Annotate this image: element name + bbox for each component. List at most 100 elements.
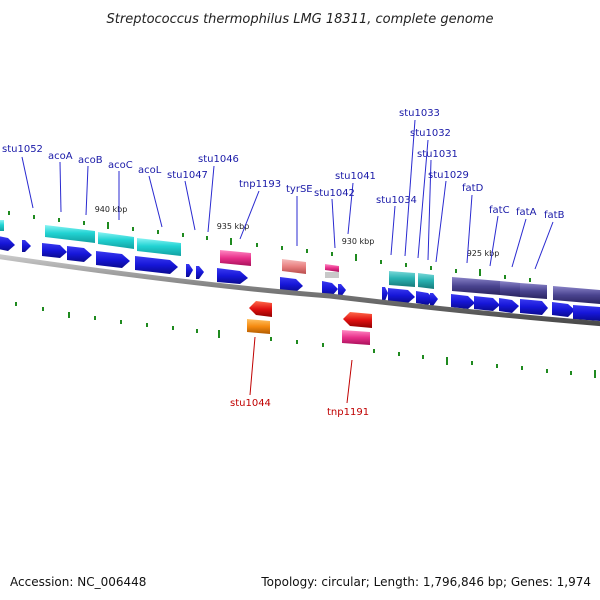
connector-line (404, 119, 416, 257)
gene-label[interactable]: stu1052 (2, 144, 43, 155)
tick-mark (120, 320, 122, 324)
cds-arrow[interactable] (499, 298, 519, 313)
feature-block-fatB[interactable] (553, 286, 600, 304)
cds-arrow[interactable] (520, 299, 548, 315)
connector-line (511, 218, 527, 268)
gene-label[interactable]: stu1033 (399, 108, 440, 119)
feature-block-stu1042[interactable] (325, 264, 339, 272)
tick-mark (471, 361, 473, 365)
cds-arrow[interactable] (451, 294, 475, 309)
feature-block-stu1052[interactable] (0, 220, 4, 231)
cds-arrow[interactable] (42, 243, 67, 258)
feature-block-tnp1193[interactable] (220, 250, 251, 266)
connector-line (435, 180, 447, 263)
tick-mark (8, 211, 10, 215)
gene-label[interactable]: stu1046 (198, 154, 239, 165)
cds-arrow[interactable] (96, 251, 130, 268)
scale-label: 935 kbp (217, 222, 250, 231)
tick-mark (68, 312, 70, 318)
connector-line (466, 194, 473, 264)
gene-label[interactable]: fatB (544, 210, 565, 221)
feature-block-fatC[interactable] (500, 281, 520, 297)
cds-arrow[interactable] (217, 268, 248, 284)
gene-label[interactable]: fatA (516, 207, 537, 218)
gene-label[interactable]: tnp1193 (239, 179, 281, 190)
cds-arrow[interactable] (67, 246, 92, 262)
tick-mark (218, 330, 220, 338)
gene-label[interactable]: fatC (489, 205, 510, 216)
gene-labels-bottom: stu1044 tnp1191 (230, 398, 369, 418)
genome-stats-text: Topology: circular; Length: 1,796,846 bp… (261, 575, 591, 589)
gene-labels-top: stu1052 acoA acoB acoC acoL stu1047 stu1… (2, 108, 565, 221)
feature-block-fatD[interactable] (452, 277, 500, 295)
tick-mark (529, 278, 531, 282)
gene-label[interactable]: stu1031 (417, 149, 458, 160)
cds-arrow[interactable] (196, 266, 204, 279)
cds-track (0, 236, 600, 321)
tick-mark (331, 252, 333, 256)
gene-label[interactable]: acoC (108, 160, 133, 171)
cds-arrow[interactable] (22, 240, 31, 252)
tick-mark (496, 364, 498, 368)
feature-block-acoC[interactable] (137, 238, 181, 256)
gene-label[interactable]: stu1042 (314, 188, 355, 199)
tick-mark (479, 269, 481, 276)
gene-label[interactable]: acoB (78, 155, 103, 166)
cds-arrow[interactable] (382, 287, 388, 301)
cds-arrow[interactable] (0, 236, 15, 251)
tick-mark (430, 266, 432, 270)
cds-arrow[interactable] (388, 288, 415, 303)
tick-mark (256, 243, 258, 247)
tick-mark (521, 366, 523, 370)
feature-block-fatA[interactable] (520, 283, 547, 299)
connector-line (417, 139, 429, 259)
cds-arrow[interactable] (135, 256, 178, 274)
connector-line (207, 165, 215, 233)
feature-block-tyrSE[interactable] (282, 259, 306, 274)
reverse-arrow-tnp1191[interactable] (343, 312, 372, 328)
cds-arrow[interactable] (552, 302, 575, 317)
gene-label[interactable]: stu1029 (428, 170, 469, 181)
feature-block-tnp1191[interactable] (342, 330, 370, 345)
cds-arrow[interactable] (430, 293, 438, 306)
gene-label[interactable]: acoL (138, 165, 162, 176)
label-connectors-bottom (249, 336, 353, 404)
tick-mark (296, 340, 298, 344)
feature-block-acoB[interactable] (98, 232, 134, 249)
cds-arrow[interactable] (416, 291, 434, 305)
gene-label[interactable]: tyrSE (286, 184, 313, 195)
feature-block-stu1041[interactable] (325, 272, 339, 278)
tick-mark (33, 215, 35, 219)
tick-mark (83, 221, 85, 225)
feature-block-stu1032[interactable] (418, 273, 434, 289)
tick-mark (206, 236, 208, 240)
cds-arrow[interactable] (322, 281, 338, 296)
scale-label: 940 kbp (95, 205, 128, 214)
cds-arrow[interactable] (280, 277, 303, 292)
gene-label[interactable]: stu1034 (376, 195, 417, 206)
cds-arrow[interactable] (186, 264, 193, 277)
reverse-arrow-stu1044[interactable] (249, 301, 272, 317)
tick-mark (157, 230, 159, 234)
tick-mark (196, 329, 198, 333)
gene-label[interactable]: tnp1191 (327, 407, 369, 418)
gene-label[interactable]: stu1047 (167, 170, 208, 181)
gene-label[interactable]: stu1044 (230, 398, 271, 409)
gene-label[interactable]: stu1041 (335, 171, 376, 182)
gene-label[interactable]: acoA (48, 151, 73, 162)
feature-block-stu1044[interactable] (247, 319, 270, 334)
connector-line (427, 159, 432, 261)
gene-label[interactable]: stu1032 (410, 128, 451, 139)
connector-line (331, 198, 336, 249)
tick-mark (146, 323, 148, 327)
outer-tick-marks (8, 211, 531, 282)
cds-arrow[interactable] (338, 284, 346, 297)
feature-block-acoA[interactable] (45, 225, 95, 243)
cds-arrow[interactable] (474, 296, 500, 311)
connector-line (249, 336, 256, 396)
connector-line (21, 156, 34, 209)
feature-block-stu1033[interactable] (389, 271, 415, 287)
cds-arrow[interactable] (573, 305, 600, 321)
gene-label[interactable]: fatD (462, 183, 484, 194)
